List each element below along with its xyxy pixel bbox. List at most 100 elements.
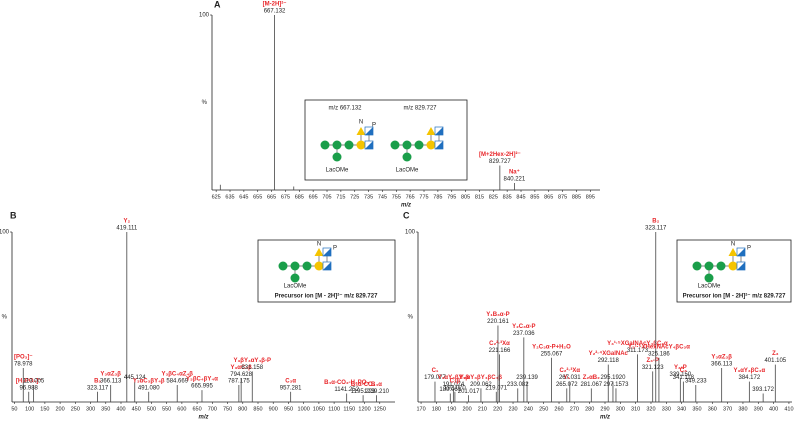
x-tick-label: 1150: [343, 406, 355, 412]
x-tick-label: 900: [269, 406, 278, 412]
x-tick-label: 380: [738, 406, 747, 412]
peak-label: 292.118: [598, 358, 620, 364]
ion-label: Y₃αZ₃β: [711, 355, 732, 361]
x-tick-label: 350: [692, 406, 701, 412]
x-axis-label: m/z: [198, 415, 208, 421]
x-tick-label: 360: [708, 406, 717, 412]
x-tick-label: 350: [101, 406, 110, 412]
x-tick-label: 280: [585, 406, 594, 412]
peak-label: 220.161: [487, 319, 509, 325]
peak-label: 1141.252: [334, 387, 359, 393]
x-tick-label: 170: [416, 406, 425, 412]
mark: N: [317, 242, 321, 248]
mark: P: [747, 246, 751, 252]
peak-label: 339.150: [669, 372, 691, 378]
x-tick-label: 735: [364, 194, 373, 200]
mark: P: [333, 246, 337, 252]
ion-label: Y₃αZ₃β: [100, 372, 121, 378]
ion-label: Y₃αY₃βC₄α: [733, 368, 765, 374]
x-tick-label: 950: [284, 406, 293, 412]
reducing-end: LacOMe: [284, 284, 307, 290]
peak-label: 189.061: [439, 387, 461, 393]
panel-label: C: [403, 210, 410, 220]
ion-label: B₄α-CO₂: [351, 382, 376, 388]
x-tick-label: 270: [570, 406, 579, 412]
x-tick-label: 1000: [298, 406, 310, 412]
x-tick-label: 250: [71, 406, 80, 412]
x-tick-label: 635: [225, 194, 234, 200]
peak-label: 366.113: [100, 379, 122, 385]
mark: N: [359, 120, 363, 126]
x-tick-label: 310: [631, 406, 640, 412]
peak-label: 295.1920: [600, 375, 626, 381]
ion-label: Y₃βC₄βY₄α: [186, 377, 218, 383]
x-tick-label: 875: [558, 194, 567, 200]
x-tick-label: 645: [239, 194, 248, 200]
x-tick-label: 220: [493, 406, 502, 412]
peak-label: 237.036: [513, 331, 535, 337]
y-axis-label: %: [202, 100, 208, 106]
x-tick-label: 300: [86, 406, 95, 412]
x-tick-label: 190: [447, 406, 456, 412]
y-tick-label: 100: [199, 13, 210, 19]
ion-label: B₄α-CO₂-H₃PO₄: [324, 380, 369, 386]
peak-label: 794.628: [230, 372, 252, 378]
peak-label: 349.233: [685, 379, 707, 385]
peak-label: 667.132: [264, 9, 286, 15]
ion-label: C₁β: [450, 378, 461, 384]
ion-label: Y₃¹·⁵XHexNAcY₄βC₃α: [628, 343, 690, 350]
inset-box: [304, 99, 468, 181]
x-tick-label: 320: [646, 406, 655, 412]
inset-label: m/z 829.727: [403, 106, 437, 112]
peak-label: 401.105: [764, 358, 786, 364]
ion-label: Z₂αB₂: [583, 375, 600, 381]
x-tick-label: 180: [432, 406, 441, 412]
x-tick-label: 400: [769, 406, 778, 412]
peak-label: 233.082: [507, 382, 529, 388]
x-tick-label: 800: [238, 406, 247, 412]
ion-label: [M+2Hex-2H]²⁻: [479, 151, 521, 158]
x-tick-label: 700: [208, 406, 217, 412]
x-tick-label: 755: [392, 194, 401, 200]
peak-label: 96.988: [20, 385, 39, 391]
ion-label: B₂: [652, 219, 659, 225]
inset-caption: Precursor ion [M - 2H]²⁻ m/z 829.727: [275, 293, 379, 300]
x-tick-label: 685: [295, 194, 304, 200]
ion-label: Z₃: [772, 351, 779, 357]
ion-label: C₂²·³Xα: [489, 340, 510, 347]
peak-label: 311.173: [627, 348, 649, 354]
peak-label: 665.995: [191, 384, 213, 390]
x-tick-label: 675: [281, 194, 290, 200]
ion-label: C₃: [680, 368, 687, 374]
x-tick-label: 665: [267, 194, 276, 200]
x-tick-label: 815: [475, 194, 484, 200]
x-tick-label: 340: [677, 406, 686, 412]
ion-label: C₁: [432, 368, 439, 374]
x-tick-label: 825: [489, 194, 498, 200]
peak-label: 787.175: [228, 379, 250, 385]
x-tick-label: 240: [524, 406, 533, 412]
peak-label: 221.166: [489, 348, 511, 354]
x-tick-label: 400: [116, 406, 125, 412]
inset-caption: Precursor ion [M - 2H]²⁻ m/z 829.727: [683, 293, 787, 300]
x-tick-label: 1100: [328, 406, 340, 412]
peak-label: 325.186: [648, 351, 670, 357]
peak-label: 201.017: [458, 389, 480, 395]
peak-label: 192.070: [444, 385, 466, 391]
peak-label: 323.117: [645, 226, 667, 232]
x-tick-label: 210: [478, 406, 487, 412]
ion-label: C₂²·³Xα: [559, 367, 580, 374]
ion-label: Y₂: [123, 219, 130, 225]
ion-label: C₃α: [285, 378, 296, 384]
x-tick-label: 835: [503, 194, 512, 200]
x-tick-label: 750: [223, 406, 232, 412]
x-tick-label: 550: [162, 406, 171, 412]
x-tick-label: 795: [447, 194, 456, 200]
x-tick-label: 895: [586, 194, 595, 200]
peak-label: 267.031: [559, 375, 581, 381]
x-tick-label: 650: [193, 406, 202, 412]
ion-label: Y₃αY₃βY₄β: [438, 375, 470, 381]
x-tick-label: 855: [530, 194, 539, 200]
mark: P: [372, 123, 376, 129]
